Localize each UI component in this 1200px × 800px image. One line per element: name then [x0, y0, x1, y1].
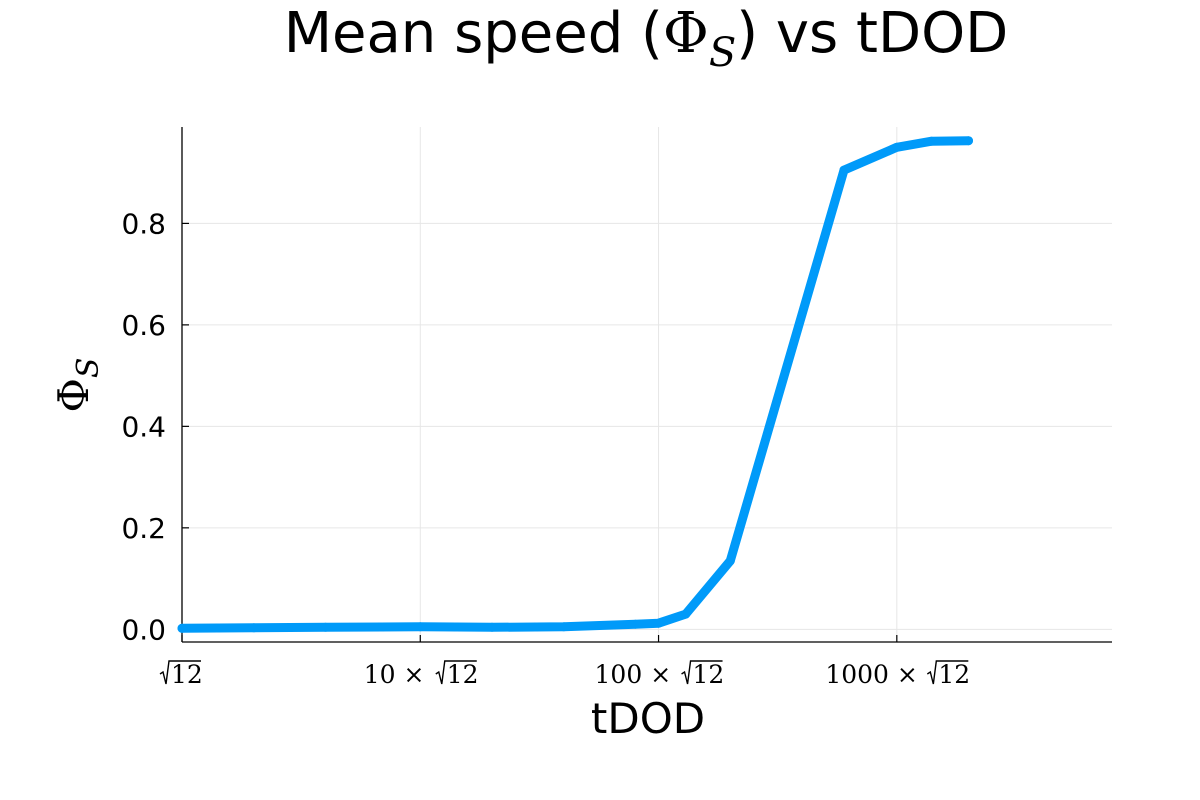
x-tick-sqrt-arg-3: 12: [938, 660, 970, 689]
data-point-0-8: [681, 609, 691, 619]
data-point-0-1: [249, 623, 259, 633]
y-tick-label-4: 0.8: [121, 207, 166, 240]
chart-title-suffix: ) vs tDOD: [736, 1, 1008, 66]
x-tick-sqrt-arg-1: 12: [447, 660, 479, 689]
x-axis-label: tDOD: [591, 694, 705, 743]
data-point-0-11: [892, 142, 902, 152]
data-point-0-10: [839, 165, 849, 175]
data-point-0-5: [559, 622, 569, 632]
svg-text:ΦS: ΦS: [49, 358, 106, 413]
data-point-0-3: [415, 622, 425, 632]
grid-lines: [181, 127, 1112, 642]
chart-title-subscript: S: [709, 30, 736, 76]
sqrt-radical-icon: [681, 660, 723, 685]
data-point-0-9: [725, 556, 735, 566]
data-point-0-2: [321, 622, 330, 632]
series-group: [177, 136, 973, 633]
y-tick-label-1: 0.2: [121, 512, 166, 545]
y-axis-label-symbol: Φ: [49, 378, 98, 412]
x-tick-sqrt-arg-2: 12: [693, 660, 725, 689]
x-ticks: 12 10 × 12 100 × 12 1000 × 12: [159, 635, 970, 689]
y-tick-label-3: 0.6: [121, 309, 166, 342]
axes: [181, 127, 1112, 643]
x-tick-prefix-3: 1000 ×: [825, 660, 918, 689]
x-tick-prefix-1: 10 ×: [364, 660, 425, 689]
data-point-0-6: [630, 619, 640, 629]
data-point-0-13: [964, 136, 973, 146]
data-point-0-12: [927, 136, 937, 146]
y-axis-label-subscript: S: [71, 358, 106, 379]
chart-title-prefix: Mean speed (: [284, 1, 663, 66]
sqrt-radical-icon: [435, 660, 477, 685]
x-tick-label-2: 100 × 12: [595, 660, 725, 689]
chart-title: Mean speed (ΦS) vs tDOD: [284, 1, 1009, 76]
x-tick-label-0: 12: [159, 660, 203, 689]
y-axis-label: ΦS: [49, 358, 106, 413]
data-point-0-4: [487, 622, 497, 632]
x-tick-label-1: 10 × 12: [364, 660, 479, 689]
sqrt-radical-icon: [159, 660, 201, 685]
data-point-0-0: [177, 623, 187, 633]
x-tick-label-3: 1000 × 12: [825, 660, 970, 689]
x-tick-sqrt-arg-0: 12: [171, 660, 203, 689]
sqrt-radical-icon: [926, 660, 969, 685]
y-ticks: 0.0 0.2 0.4 0.6 0.8: [121, 207, 189, 646]
y-tick-label-2: 0.4: [121, 410, 166, 443]
data-point-0-7: [654, 618, 663, 628]
chart-title-symbol: Φ: [663, 1, 709, 66]
series-line-0: [177, 136, 973, 633]
x-tick-prefix-2: 100 ×: [595, 660, 672, 689]
y-tick-label-0: 0.0: [121, 613, 166, 646]
